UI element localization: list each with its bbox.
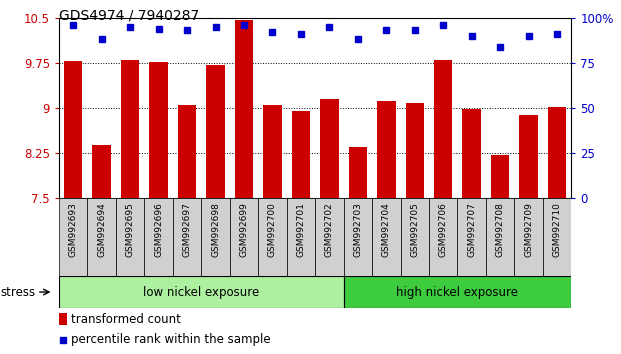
Text: GSM992707: GSM992707 [467, 202, 476, 257]
Bar [206, 65, 225, 198]
Bar [514, 198, 543, 276]
Bar [463, 109, 481, 198]
Bar [401, 198, 429, 276]
Bar [434, 60, 453, 198]
Bar [348, 147, 367, 198]
Text: GSM992709: GSM992709 [524, 202, 533, 257]
Text: GDS4974 / 7940287: GDS4974 / 7940287 [59, 9, 199, 23]
Text: GSM992701: GSM992701 [296, 202, 306, 257]
Bar [235, 19, 253, 198]
Bar [59, 198, 88, 276]
Bar [486, 198, 514, 276]
Bar [230, 198, 258, 276]
Bar [121, 60, 139, 198]
Text: GSM992700: GSM992700 [268, 202, 277, 257]
Text: high nickel exposure: high nickel exposure [396, 286, 519, 298]
Bar [343, 276, 571, 308]
Text: GSM992702: GSM992702 [325, 202, 334, 257]
Text: GSM992704: GSM992704 [382, 202, 391, 257]
Bar [93, 145, 111, 198]
Text: GSM992705: GSM992705 [410, 202, 419, 257]
Text: GSM992693: GSM992693 [69, 202, 78, 257]
Bar [372, 198, 401, 276]
Bar [263, 105, 282, 198]
Bar [201, 198, 230, 276]
Text: low nickel exposure: low nickel exposure [143, 286, 260, 298]
Text: GSM992698: GSM992698 [211, 202, 220, 257]
Bar [144, 198, 173, 276]
Text: GSM992710: GSM992710 [553, 202, 561, 257]
Bar [258, 198, 287, 276]
Bar [377, 101, 396, 198]
Text: transformed count: transformed count [71, 313, 181, 326]
Bar [150, 62, 168, 198]
Bar [173, 198, 201, 276]
Bar [548, 107, 566, 198]
Text: GSM992697: GSM992697 [183, 202, 191, 257]
Text: GSM992696: GSM992696 [154, 202, 163, 257]
Bar [59, 313, 66, 325]
Text: GSM992708: GSM992708 [496, 202, 505, 257]
Text: GSM992694: GSM992694 [97, 202, 106, 257]
Bar [292, 111, 310, 198]
Bar [519, 115, 538, 198]
Bar [491, 155, 509, 198]
Bar [315, 198, 343, 276]
Text: GSM992695: GSM992695 [125, 202, 135, 257]
Bar [59, 276, 343, 308]
Text: GSM992699: GSM992699 [240, 202, 248, 257]
Text: stress: stress [1, 286, 36, 298]
Bar [406, 103, 424, 198]
Bar [116, 198, 144, 276]
Bar [88, 198, 116, 276]
Bar [320, 99, 338, 198]
Bar [543, 198, 571, 276]
Text: percentile rank within the sample: percentile rank within the sample [71, 333, 271, 346]
Bar [178, 105, 196, 198]
Bar [287, 198, 315, 276]
Bar [429, 198, 458, 276]
Text: GSM992706: GSM992706 [439, 202, 448, 257]
Bar [458, 198, 486, 276]
Bar [64, 61, 83, 198]
Text: GSM992703: GSM992703 [353, 202, 362, 257]
Bar [343, 198, 372, 276]
